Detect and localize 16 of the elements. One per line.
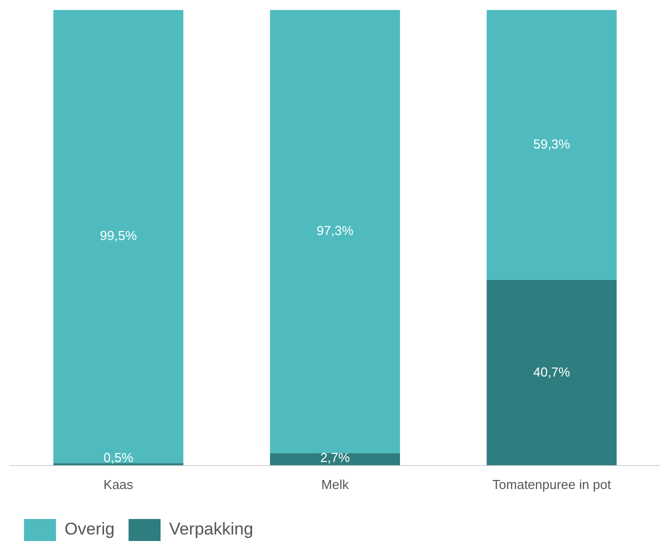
bar	[270, 10, 400, 454]
data-label: 0,5%	[104, 450, 134, 465]
data-label: 99,5%	[100, 228, 138, 244]
data-label: 59,3%	[533, 136, 571, 152]
x-tick-label: Tomatenpuree in pot	[492, 476, 612, 492]
bar	[270, 453, 400, 466]
legend-label: Overig	[64, 520, 115, 539]
data-label: 97,3%	[316, 223, 354, 238]
data-label: 2,7%	[320, 450, 350, 465]
bar	[486, 10, 617, 280]
bar	[486, 280, 617, 466]
x-tick-label: Kaas	[104, 476, 134, 492]
data-label: 40,7%	[533, 364, 571, 380]
x-tick-label: Melk	[321, 476, 350, 492]
legend-label: Verpakking	[169, 520, 254, 539]
bar	[53, 10, 184, 464]
